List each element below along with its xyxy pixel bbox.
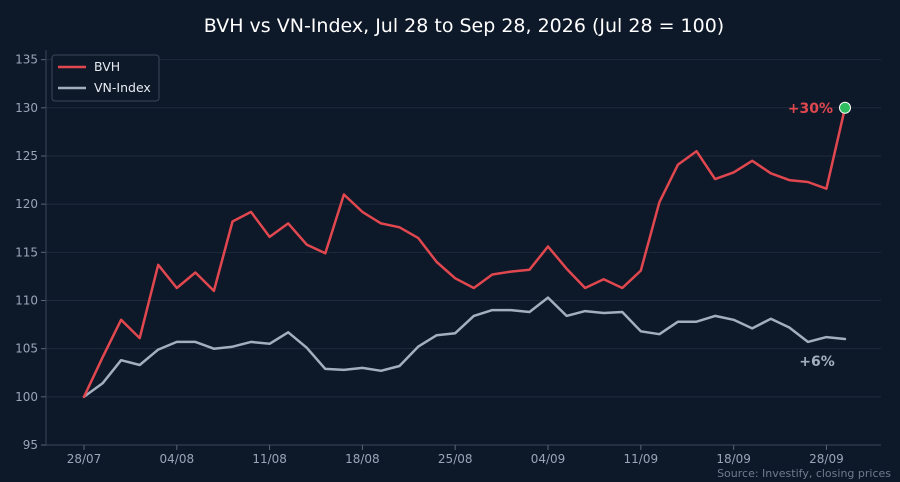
x-tick-label: 28/09 [809, 452, 844, 466]
y-tick-label: 100 [15, 390, 38, 404]
annotation-label: +30% [788, 101, 833, 117]
y-tick-label: 105 [15, 342, 38, 356]
endpoint-marker [839, 101, 851, 114]
source-note: Source: Investify, closing prices [717, 467, 891, 480]
x-tick-label: 18/08 [345, 452, 380, 466]
x-tick-label: 28/07 [67, 452, 102, 466]
chart-title: BVH vs VN-Index, Jul 28 to Sep 28, 2026 … [204, 15, 724, 37]
series-lines [82, 106, 847, 399]
legend-label-vn-index: VN-Index [94, 80, 151, 95]
y-tick-label: 115 [15, 245, 38, 259]
series-line-bvh [82, 106, 847, 399]
x-tick-label: 04/08 [160, 452, 195, 466]
x-tick-label: 11/09 [624, 452, 659, 466]
x-tick-label: 11/08 [252, 452, 287, 466]
y-tick-label: 120 [15, 197, 38, 211]
legend-label-bvh: BVH [94, 59, 120, 74]
y-tick-label: 130 [15, 101, 38, 115]
x-tick-label: 25/08 [438, 452, 473, 466]
axes: 95 100 105 110 115 120 125 130 135 28/07 04/08 11/0… [15, 50, 881, 466]
x-tick-label: 04/09 [531, 452, 566, 466]
y-tick-label: 110 [15, 293, 38, 307]
y-tick-label: 95 [23, 438, 38, 452]
annotations: +30% +6% [788, 101, 851, 370]
y-tick-label: 135 [15, 53, 38, 67]
gridlines [46, 59, 881, 398]
series-line-vn-index [82, 296, 847, 399]
x-tick-label: 18/09 [716, 452, 751, 466]
legend: BVH VN-Index [51, 54, 160, 102]
y-tick-label: 125 [15, 149, 38, 163]
annotation-label: +6% [799, 354, 835, 370]
